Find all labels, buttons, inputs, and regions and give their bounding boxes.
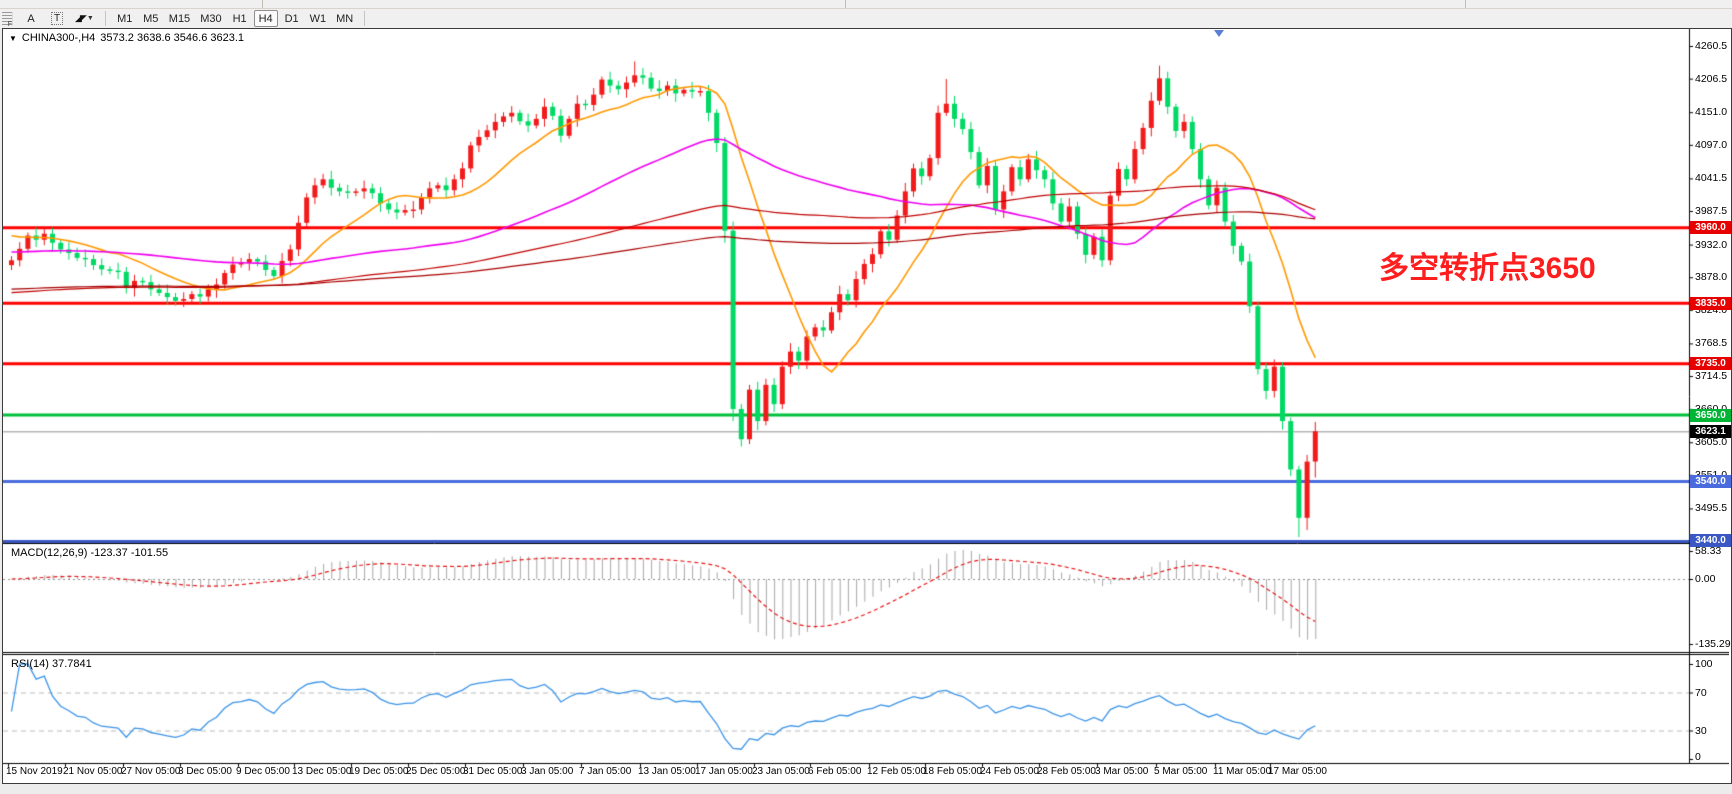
timeframe-button-MN[interactable]: MN bbox=[336, 12, 354, 25]
strip-separator bbox=[262, 0, 263, 8]
price-scale-tick: 3768.5 bbox=[1695, 337, 1728, 350]
time-scale-label: 15 Nov 2019 bbox=[6, 766, 63, 777]
chart-window: ▼ CHINA300-,H4 3573.2 3638.6 3546.6 3623… bbox=[2, 28, 1732, 784]
macd-indicator-label: MACD(12,26,9) -123.37 -101.55 bbox=[11, 547, 169, 559]
text-label-button[interactable]: T bbox=[45, 10, 69, 27]
time-scale-label: 13 Dec 05:00 bbox=[292, 766, 352, 777]
time-scale-label: 23 Jan 05:00 bbox=[752, 766, 810, 777]
symbol-dropdown-icon[interactable]: ▼ bbox=[9, 33, 17, 43]
price-level-badge: 3735.0 bbox=[1690, 357, 1731, 371]
chart-overlays: ▼ CHINA300-,H4 3573.2 3638.6 3546.6 3623… bbox=[3, 29, 1731, 781]
timeframe-bar: M1 M5 M15 M30 H1 H4 D1 W1 MN bbox=[113, 10, 357, 27]
price-scale-tick: 4206.5 bbox=[1695, 72, 1728, 85]
price-scale-tick: 3495.5 bbox=[1695, 502, 1728, 515]
rsi-scale-tick: 30 bbox=[1695, 724, 1707, 737]
price-annotation: 多空转折点3650 bbox=[1379, 252, 1596, 285]
time-scale-label: 3 Dec 05:00 bbox=[178, 766, 232, 777]
time-scale-label: 5 Mar 05:00 bbox=[1154, 766, 1208, 777]
ohlc-values-label: 3573.2 3638.6 3546.6 3623.1 bbox=[100, 32, 245, 44]
macd-scale-zero: 0.00 bbox=[1695, 573, 1716, 585]
price-level-badge: 3960.0 bbox=[1690, 221, 1731, 235]
timeframe-button-H4[interactable]: H4 bbox=[253, 10, 278, 27]
price-level-badge: 3440.0 bbox=[1690, 534, 1731, 547]
price-scale-tick: 4097.0 bbox=[1695, 138, 1728, 151]
time-scale-label: 21 Nov 05:00 bbox=[63, 766, 123, 777]
rsi-scale-tick: 70 bbox=[1695, 686, 1707, 699]
chart-canvas[interactable] bbox=[3, 29, 1729, 781]
time-scale-label: 17 Mar 05:00 bbox=[1268, 766, 1327, 777]
timeframe-button-W1[interactable]: W1 bbox=[309, 12, 327, 25]
time-scale-label: 9 Dec 05:00 bbox=[236, 766, 290, 777]
time-scale-label: 31 Dec 05:00 bbox=[463, 766, 523, 777]
chart-shift-marker-icon bbox=[1214, 30, 1224, 37]
time-scale-label: 12 Feb 05:00 bbox=[867, 766, 926, 777]
time-scale-label: 18 Feb 05:00 bbox=[923, 766, 982, 777]
time-scale-label: 17 Jan 05:00 bbox=[695, 766, 753, 777]
time-scale-label: 13 Jan 05:00 bbox=[638, 766, 696, 777]
arrows-tool-button[interactable]: ◢◤ ▼ bbox=[71, 10, 98, 27]
price-scale-tick: 4151.0 bbox=[1695, 106, 1728, 119]
arrows-icon: ◢◤ bbox=[75, 13, 87, 23]
strip-separator bbox=[845, 0, 846, 8]
rsi-indicator-label: RSI(14) 37.7841 bbox=[11, 658, 92, 670]
price-scale-tick: 3932.0 bbox=[1695, 238, 1728, 251]
timeframe-button-H1[interactable]: H1 bbox=[232, 12, 247, 25]
time-scale-label: 3 Mar 05:00 bbox=[1095, 766, 1149, 777]
timeframe-button-D1[interactable]: D1 bbox=[284, 12, 299, 25]
time-scale-label: 7 Jan 05:00 bbox=[579, 766, 632, 777]
time-scale-label: 19 Dec 05:00 bbox=[349, 766, 409, 777]
text-box-icon: T bbox=[50, 12, 64, 25]
price-scale-tick: 3605.0 bbox=[1695, 436, 1728, 449]
time-scale-label: 6 Feb 05:00 bbox=[808, 766, 862, 777]
time-scale-label: 24 Feb 05:00 bbox=[980, 766, 1039, 777]
timeframe-button-M15[interactable]: M15 bbox=[168, 12, 191, 25]
time-scale-label: 3 Jan 05:00 bbox=[521, 766, 574, 777]
price-scale-tick: 3714.5 bbox=[1695, 370, 1728, 383]
price-level-badge: 3650.0 bbox=[1690, 408, 1731, 422]
chart-toolbar: F A T ◢◤ ▼ M1 M5 M15 M30 H1 H4 D1 W1 MN bbox=[0, 9, 1732, 28]
timeframe-button-M30[interactable]: M30 bbox=[200, 12, 222, 25]
toolbar-drag-handle-icon[interactable]: F bbox=[2, 11, 13, 28]
timeframe-button-M1[interactable]: M1 bbox=[117, 12, 133, 25]
price-scale-tick: 3878.0 bbox=[1695, 271, 1728, 284]
time-scale-label: 11 Mar 05:00 bbox=[1213, 766, 1272, 777]
rsi-scale-tick: 100 bbox=[1695, 658, 1713, 670]
toolbar-separator bbox=[364, 11, 366, 26]
chart-header[interactable]: ▼ CHINA300-,H4 3573.2 3638.6 3546.6 3623… bbox=[9, 32, 244, 44]
symbol-period-label: CHINA300-,H4 bbox=[21, 32, 96, 44]
time-scale-label: 28 Feb 05:00 bbox=[1037, 766, 1096, 777]
timeframe-button-M5[interactable]: M5 bbox=[143, 12, 159, 25]
price-scale-tick: 3987.5 bbox=[1695, 205, 1728, 218]
toolbar-separator bbox=[104, 11, 106, 26]
macd-scale-bottom: -135.29 bbox=[1695, 638, 1731, 650]
insert-text-button[interactable]: A bbox=[27, 12, 35, 25]
cut-toolbar-strip bbox=[0, 0, 1732, 9]
price-scale-tick: 4260.5 bbox=[1695, 40, 1728, 52]
rsi-scale-tick: 0 bbox=[1695, 751, 1701, 763]
macd-scale-top: 58.33 bbox=[1695, 545, 1722, 557]
strip-separator bbox=[1465, 0, 1466, 8]
price-level-badge: 3835.0 bbox=[1690, 296, 1731, 310]
chevron-down-icon: ▼ bbox=[86, 15, 94, 22]
time-scale-label: 25 Dec 05:00 bbox=[406, 766, 466, 777]
price-level-badge: 3540.0 bbox=[1690, 475, 1731, 489]
time-scale-label: 27 Nov 05:00 bbox=[121, 766, 181, 777]
price-scale-tick: 4041.5 bbox=[1695, 172, 1728, 185]
current-price-badge: 3623.1 bbox=[1690, 424, 1731, 438]
